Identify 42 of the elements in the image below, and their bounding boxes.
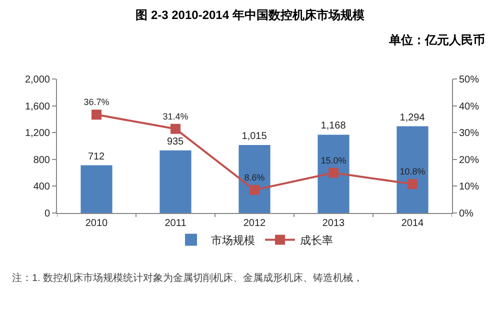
point <box>170 124 180 134</box>
legend-label: 市场规模 <box>211 234 255 248</box>
data-label: 712 <box>88 151 106 162</box>
y-tick-label: 400 <box>33 182 50 193</box>
point <box>250 184 260 195</box>
bar <box>238 144 270 213</box>
y2-tick-label: 10% <box>459 182 480 193</box>
data-label: 935 <box>166 136 184 148</box>
text: 注：1. 数控机床市场规模统计对象为金属切削机床、金属成形机床、铸造机械， <box>12 272 364 284</box>
x-tick-label: 2013 <box>322 218 346 229</box>
chart-title: 图 2-3 2010-2014 年中国数控机床市场规模 <box>136 8 364 22</box>
x-tick-label: 2011 <box>164 218 187 229</box>
y-tick-label: 0 <box>44 208 50 220</box>
point <box>408 179 418 190</box>
y2-tick-label: 40% <box>459 101 480 112</box>
data-label: 1,015 <box>242 130 268 142</box>
bar <box>396 126 428 213</box>
y2-tick-label: 0% <box>459 208 474 220</box>
point <box>92 110 102 120</box>
point <box>328 168 338 178</box>
y2-tick-label: 30% <box>459 128 480 140</box>
data-label: 1,168 <box>320 120 346 132</box>
y2-tick-label: 50% <box>459 74 480 86</box>
y-tick-label: 1,600 <box>24 101 50 112</box>
y-tick-label: 800 <box>33 154 50 166</box>
y-tick-label: 2,000 <box>24 74 50 86</box>
data-label: 36.7% <box>84 97 110 108</box>
data-label: 15.0% <box>320 155 346 166</box>
legend-label: 成长率 <box>300 234 333 248</box>
data-label: 10.8% <box>400 166 426 177</box>
data-label: 31.4% <box>162 111 188 122</box>
bar <box>80 165 112 213</box>
data-label: 1,294 <box>400 112 426 124</box>
y2-tick-label: 20% <box>459 154 480 166</box>
y-tick-label: 1,200 <box>24 128 50 140</box>
bar <box>318 134 350 213</box>
bar <box>160 150 192 213</box>
x-tick-label: 2014 <box>401 218 424 229</box>
x-tick-label: 2010 <box>85 218 108 229</box>
data-label: 8.6% <box>244 172 265 182</box>
x-tick-label: 2012 <box>243 218 266 229</box>
chart-subtitle: 单位：亿元人民币 <box>388 33 485 47</box>
